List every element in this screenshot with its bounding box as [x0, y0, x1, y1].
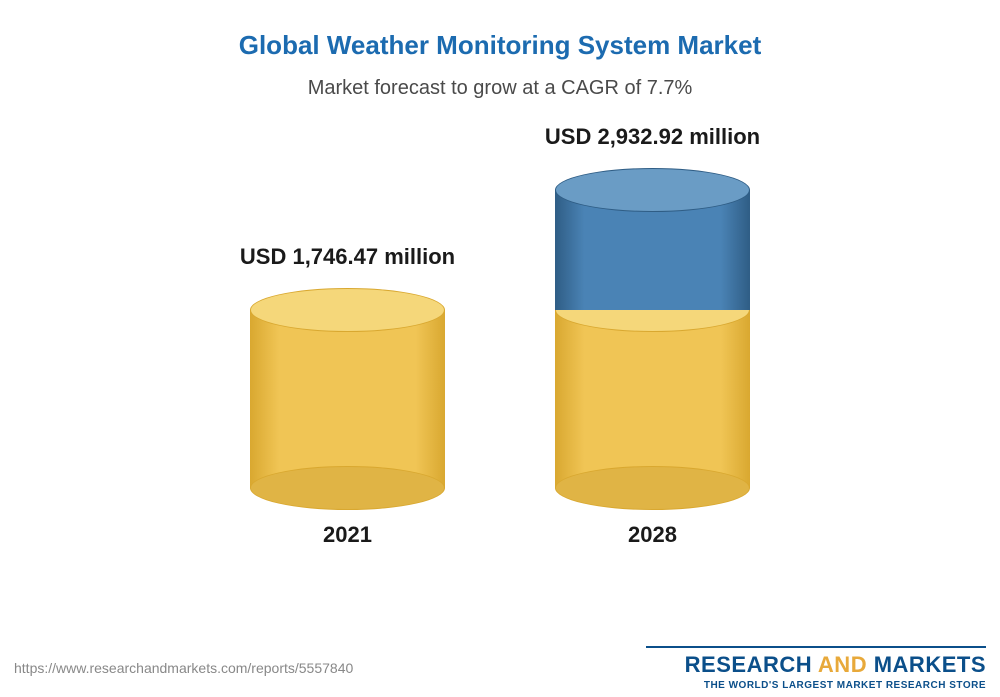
- logo-word-2: AND: [818, 652, 867, 677]
- cylinder-base: [555, 466, 750, 510]
- logo-divider: [646, 646, 986, 648]
- logo-word-1: RESEARCH: [685, 652, 812, 677]
- cylinder: [555, 168, 750, 510]
- cylinder-base: [250, 466, 445, 510]
- source-url: https://www.researchandmarkets.com/repor…: [14, 660, 353, 676]
- value-label: USD 1,746.47 million: [198, 244, 498, 270]
- logo-tagline: THE WORLD'S LARGEST MARKET RESEARCH STOR…: [646, 680, 986, 691]
- chart-area: USD 1,746.47 million2021USD 2,932.92 mil…: [0, 120, 1000, 550]
- value-label: USD 2,932.92 million: [503, 124, 803, 150]
- cylinder-segment: [250, 310, 445, 488]
- footer: https://www.researchandmarkets.com/repor…: [0, 639, 1000, 697]
- logo: RESEARCH AND MARKETS THE WORLD'S LARGEST…: [646, 646, 986, 691]
- cylinder-bar: USD 2,932.92 million2028: [555, 168, 750, 510]
- chart-subtitle: Market forecast to grow at a CAGR of 7.7…: [0, 77, 1000, 100]
- cylinder-top: [250, 288, 445, 332]
- year-label: 2021: [198, 522, 498, 548]
- chart-title: Global Weather Monitoring System Market: [0, 30, 1000, 61]
- year-label: 2028: [503, 522, 803, 548]
- cylinder-bar: USD 1,746.47 million2021: [250, 288, 445, 510]
- cylinder-segment: [555, 310, 750, 488]
- cylinder-top: [555, 168, 750, 212]
- logo-text: RESEARCH AND MARKETS: [646, 652, 986, 678]
- cylinder: [250, 288, 445, 510]
- logo-word-3: MARKETS: [874, 652, 986, 677]
